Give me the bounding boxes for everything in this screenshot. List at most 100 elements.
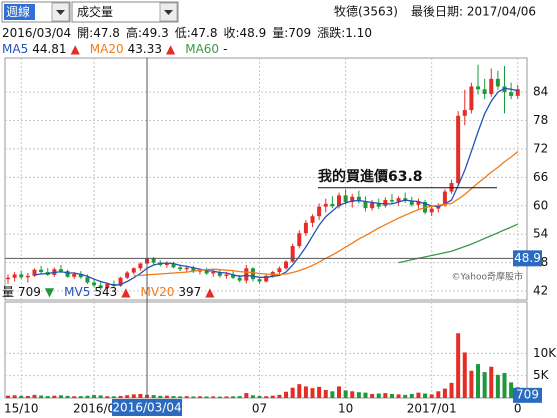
volume-bar xyxy=(376,393,381,398)
volume-marker-box xyxy=(513,387,542,403)
volume-bar xyxy=(416,392,421,398)
volume-bar xyxy=(290,387,295,398)
volume-bar xyxy=(469,370,474,398)
candle-body xyxy=(25,275,30,278)
dropdown-arrow xyxy=(56,10,65,15)
candle-body xyxy=(317,206,322,217)
legend-name: MA20 xyxy=(90,42,124,56)
candle-body xyxy=(12,274,17,278)
volume-bar xyxy=(383,393,388,398)
volume-bar xyxy=(284,391,289,398)
candle-body xyxy=(383,200,388,206)
volume-bar xyxy=(396,394,401,398)
candle-body xyxy=(469,86,474,111)
candle-body xyxy=(363,201,368,209)
volume-bar xyxy=(204,396,209,398)
volume-bar xyxy=(449,382,454,398)
candle-body xyxy=(118,277,123,286)
legend-name: MA60 xyxy=(185,42,219,56)
candle-body xyxy=(98,285,103,289)
volume-bar xyxy=(237,396,242,398)
x-tick-label: 2017/01 xyxy=(407,402,457,416)
volume-bar xyxy=(323,389,328,398)
volume-bar xyxy=(184,396,189,398)
volume-bar xyxy=(92,395,97,398)
candle-body xyxy=(39,269,44,273)
volume-bar xyxy=(257,395,262,398)
candle-body xyxy=(337,195,341,207)
date-marker-box xyxy=(112,399,183,416)
candle-body xyxy=(502,86,507,93)
volume-legend: 量 709 ▼ MV5 543 ▲ MV20 397 ▲ xyxy=(2,285,215,299)
info-value: 47.8 xyxy=(191,26,218,40)
candle-body xyxy=(32,269,37,276)
candle-body xyxy=(217,272,222,276)
legend-arrow: ▼ xyxy=(45,285,55,299)
volume-bar xyxy=(171,396,176,398)
volume-bar xyxy=(58,395,63,398)
candle-body xyxy=(482,89,487,94)
candle-body xyxy=(151,258,156,263)
volume-bar xyxy=(138,393,143,398)
volume-bar xyxy=(211,396,216,398)
last-date: 最後日期: 2017/04/06 xyxy=(411,5,536,19)
volume-bar xyxy=(118,395,123,398)
candle-body xyxy=(58,269,63,272)
volume-bar xyxy=(85,395,90,398)
volume-bar xyxy=(231,396,236,398)
volume-bar xyxy=(25,395,30,398)
legend-name: MA5 xyxy=(2,42,28,56)
volume-bar xyxy=(6,395,10,398)
candle-body xyxy=(284,261,289,269)
legend-name: MV5 xyxy=(64,285,90,299)
candle-body xyxy=(509,92,514,96)
volume-bar xyxy=(131,394,136,398)
volume-bar xyxy=(178,396,183,398)
dropdown-arrow xyxy=(164,10,173,15)
annotation-text: 我的買進價63.8 xyxy=(318,168,423,185)
candle-body xyxy=(277,268,282,273)
indicator-select[interactable] xyxy=(71,1,179,23)
candle-body xyxy=(515,89,520,96)
candle-body xyxy=(370,202,375,209)
volume-bar xyxy=(270,395,275,398)
candle-body xyxy=(125,272,130,278)
legend-arrow: ▲ xyxy=(166,42,176,56)
legend-arrow: ▲ xyxy=(121,285,131,299)
candle-body xyxy=(442,191,447,206)
volume-bar xyxy=(310,388,315,398)
watermark: ©Yahoo奇摩股市 xyxy=(452,271,524,283)
info-value: 709 xyxy=(288,26,311,40)
info-line: 2016/03/04 開:47.8 高:49.3 低:47.8 收:48.9 量:709 漲… xyxy=(2,25,372,40)
volume-bar xyxy=(250,395,255,398)
candle-body xyxy=(65,271,70,277)
candle-body xyxy=(456,115,461,184)
info-value: 49.3 xyxy=(142,26,169,40)
candle-body xyxy=(224,274,229,276)
legend-value: 397 xyxy=(178,285,201,299)
date-marker-label: 2016/03/04 xyxy=(112,401,181,415)
candle-body xyxy=(330,203,335,207)
x-tick-label: 15/10 xyxy=(4,402,39,416)
legend-name: MV20 xyxy=(141,285,175,299)
volume-bar xyxy=(244,393,249,398)
candle-body xyxy=(409,201,414,205)
candle-body xyxy=(85,277,90,283)
volume-bar xyxy=(403,394,408,398)
volume-bar xyxy=(78,396,83,398)
x-tick-label: 07 xyxy=(252,402,267,416)
candle-body xyxy=(323,203,328,207)
info-label: 低: xyxy=(175,26,191,40)
volume-bar xyxy=(45,396,50,398)
candle-body xyxy=(343,195,348,202)
volume-bar xyxy=(111,396,116,398)
info-label: 漲跌: xyxy=(317,25,345,40)
y-tick-label: 54 xyxy=(533,227,548,241)
volume-bar xyxy=(337,386,341,398)
x-tick-label: 10 xyxy=(338,402,353,416)
volume-bar xyxy=(12,395,17,398)
candle-body xyxy=(204,270,209,274)
info-label: 量: xyxy=(272,26,288,40)
volume-bar xyxy=(151,395,156,398)
